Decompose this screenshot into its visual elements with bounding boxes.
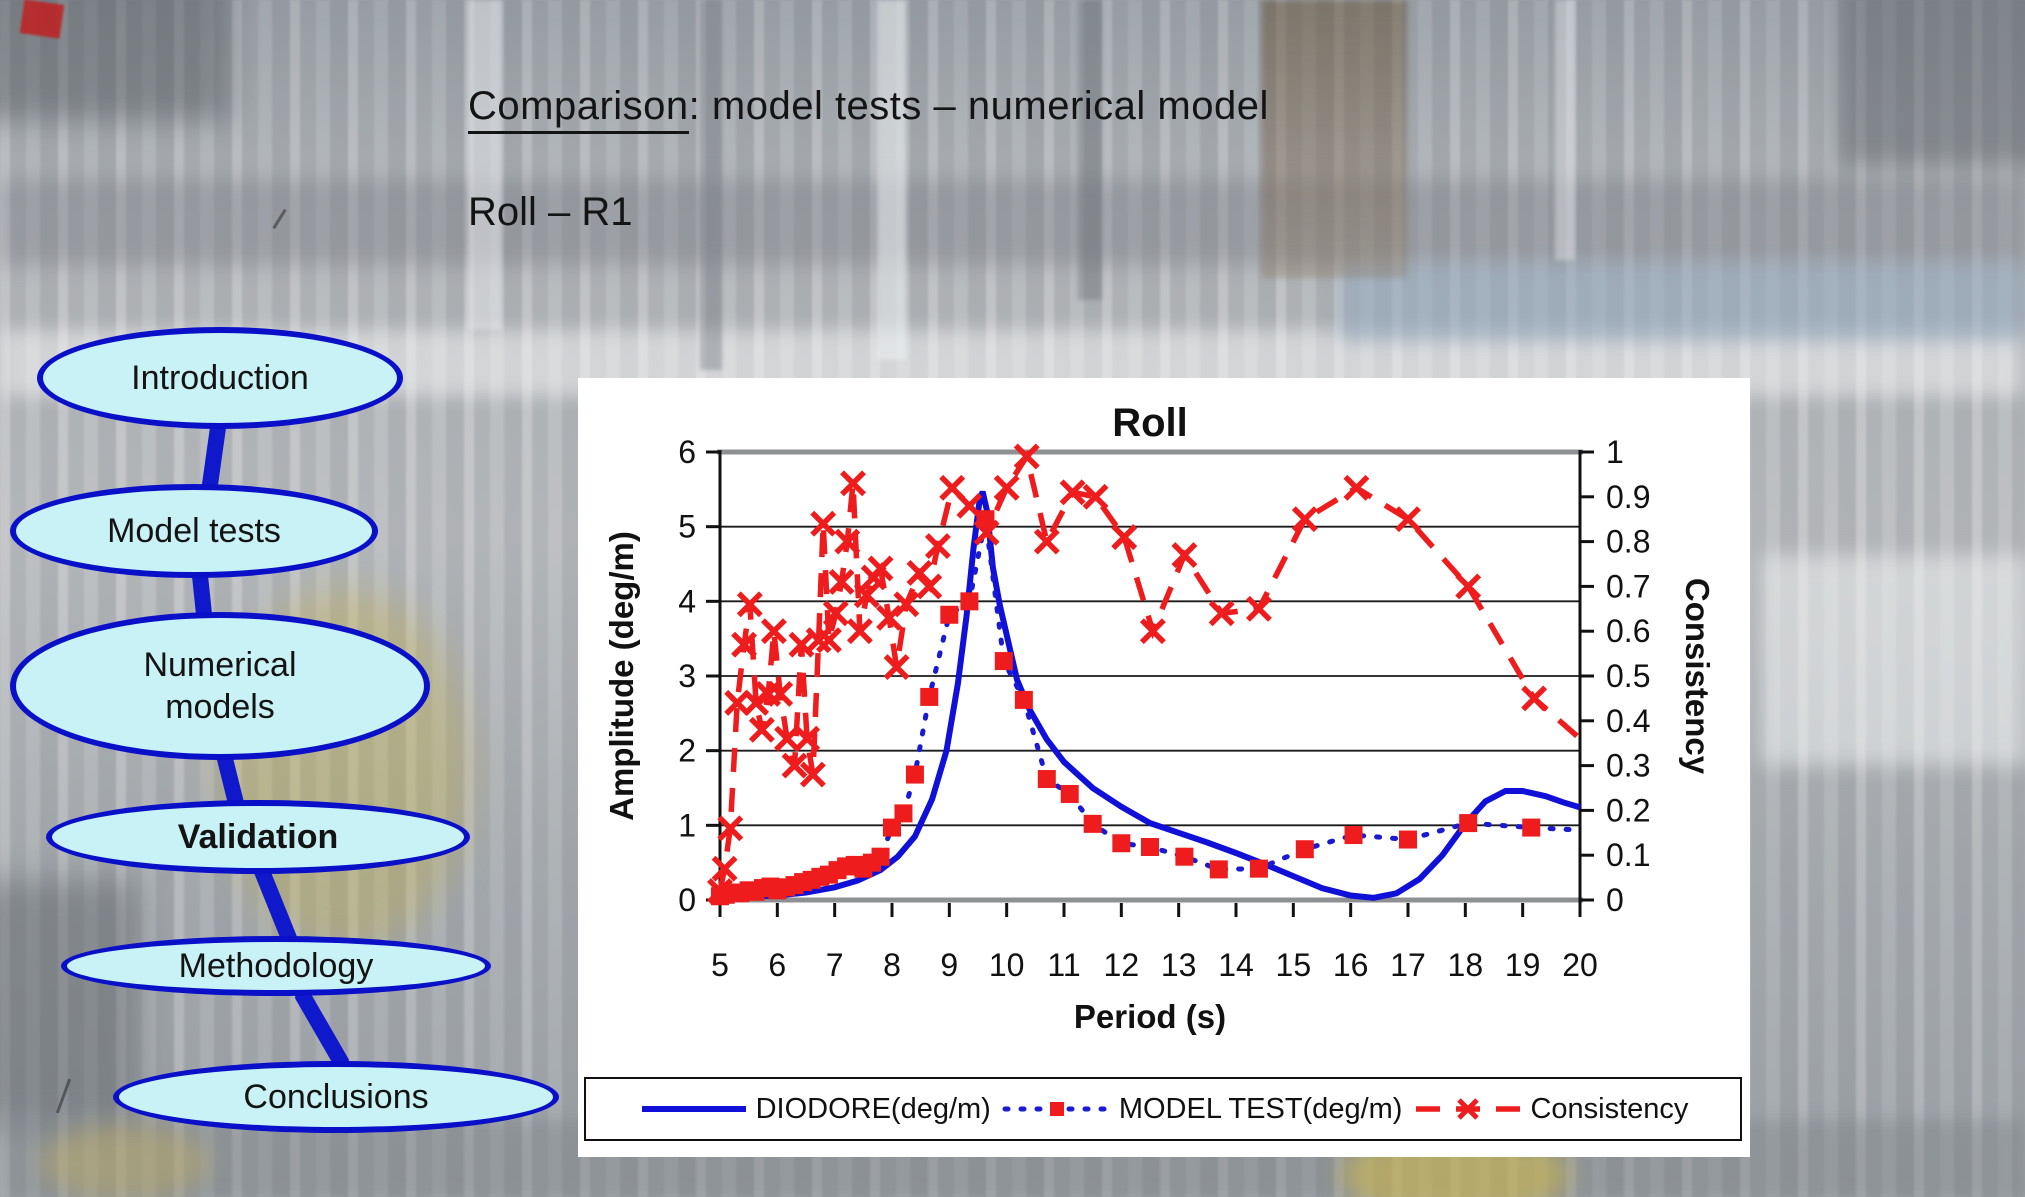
nav-item-label: Numerical models [143, 645, 297, 727]
svg-text:15: 15 [1276, 947, 1312, 983]
legend-solid-line-sample [641, 1106, 746, 1112]
background-pipe [1078, 0, 1102, 300]
nav-item-label: Introduction [131, 358, 309, 397]
svg-text:8: 8 [883, 947, 901, 983]
nav-item-model-tests[interactable]: Model tests [10, 484, 378, 578]
svg-text:7: 7 [826, 947, 844, 983]
legend-label: Consistency [1530, 1092, 1689, 1125]
svg-text:3: 3 [678, 658, 696, 694]
legend-dashed-x-sample [1416, 1098, 1521, 1120]
background-red-mark [19, 0, 65, 39]
svg-text:19: 19 [1505, 947, 1541, 983]
legend-item: MODEL TEST(deg/m) [1001, 1092, 1403, 1126]
svg-text:0.2: 0.2 [1606, 792, 1650, 828]
background-blue-band [1340, 262, 2025, 342]
svg-text:0.6: 0.6 [1606, 613, 1650, 649]
svg-text:16: 16 [1333, 947, 1369, 983]
svg-text:Roll: Roll [1112, 401, 1188, 445]
background-dark-band [0, 180, 2025, 265]
background-tower-structure [1262, 0, 1407, 278]
svg-text:0.9: 0.9 [1606, 479, 1650, 515]
svg-text:5: 5 [678, 509, 696, 545]
svg-text:0.7: 0.7 [1606, 568, 1650, 604]
nav-item-methodology[interactable]: Methodology [61, 936, 491, 996]
svg-text:14: 14 [1218, 947, 1254, 983]
chart-panel: 5 6 7 8 9 10 11 12 13 14 15 16 17 18 19 20 0 1 2 3 4 5 6 0 0.1 0.… [578, 378, 1750, 1157]
svg-text:4: 4 [678, 583, 696, 619]
svg-text:20: 20 [1562, 947, 1598, 983]
svg-text:11: 11 [1047, 947, 1080, 983]
svg-text:17: 17 [1390, 947, 1426, 983]
chart-legend: DIODORE(deg/m) MODEL TEST(deg/m) Consisten… [584, 1077, 1742, 1141]
svg-text:6: 6 [678, 434, 696, 470]
nav-connector [293, 987, 351, 1071]
background-pipe [468, 0, 502, 330]
background-pipe [1555, 0, 1575, 260]
svg-text:Amplitude (deg/m): Amplitude (deg/m) [603, 531, 640, 821]
svg-text:0: 0 [1606, 882, 1624, 918]
background-pipe [700, 0, 722, 370]
slide-title-rest: : model tests – numerical model [688, 84, 1269, 128]
svg-text:5: 5 [711, 947, 729, 983]
background-shadow [1840, 0, 2025, 165]
slide-subtitle: Roll – R1 [468, 190, 633, 234]
legend-label: MODEL TEST(deg/m) [1118, 1092, 1403, 1125]
nav-item-validation[interactable]: Validation [46, 800, 470, 874]
background-shadow [0, 0, 230, 120]
svg-text:10: 10 [989, 947, 1025, 983]
svg-text:18: 18 [1448, 947, 1484, 983]
svg-text:0: 0 [678, 882, 696, 918]
legend-item: Consistency [1412, 1093, 1688, 1126]
svg-text:0.1: 0.1 [1606, 837, 1650, 873]
nav-item-label: Methodology [178, 946, 374, 985]
svg-text:13: 13 [1161, 947, 1197, 983]
svg-text:6: 6 [768, 947, 786, 983]
slide-title-keyword: Comparison [468, 84, 689, 134]
svg-text:0.4: 0.4 [1606, 703, 1650, 739]
nav-item-conclusions[interactable]: Conclusions [113, 1061, 559, 1133]
background-scratch [55, 1078, 72, 1114]
background-yellow-patch [40, 1125, 210, 1197]
nav-item-label: Validation [177, 817, 339, 856]
legend-item: DIODORE(deg/m) [638, 1093, 991, 1126]
nav-item-numerical-models[interactable]: Numerical models [10, 612, 430, 760]
svg-text:1: 1 [1606, 434, 1624, 470]
nav-item-label: Conclusions [243, 1077, 429, 1116]
legend-label: DIODORE(deg/m) [755, 1092, 991, 1125]
background-pipe [878, 0, 906, 360]
svg-text:0.3: 0.3 [1606, 748, 1650, 784]
svg-text:0.8: 0.8 [1606, 524, 1650, 560]
svg-text:9: 9 [940, 947, 958, 983]
svg-text:Consistency: Consistency [1679, 578, 1716, 775]
background-scratch [272, 208, 287, 230]
svg-text:1: 1 [678, 807, 696, 843]
svg-text:Period (s): Period (s) [1074, 998, 1226, 1035]
svg-text:2: 2 [678, 733, 696, 769]
svg-text:12: 12 [1104, 947, 1140, 983]
chart-svg: 5 6 7 8 9 10 11 12 13 14 15 16 17 18 19 20012345600.10.… [603, 401, 1716, 1035]
background-highlight [1760, 555, 2025, 765]
nav-item-introduction[interactable]: Introduction [37, 327, 403, 429]
nav-item-label: Model tests [107, 511, 281, 550]
svg-text:0.5: 0.5 [1606, 658, 1650, 694]
legend-dotted-square-sample [1002, 1102, 1112, 1116]
slide-title: Comparison: model tests – numerical mode… [468, 84, 1269, 134]
